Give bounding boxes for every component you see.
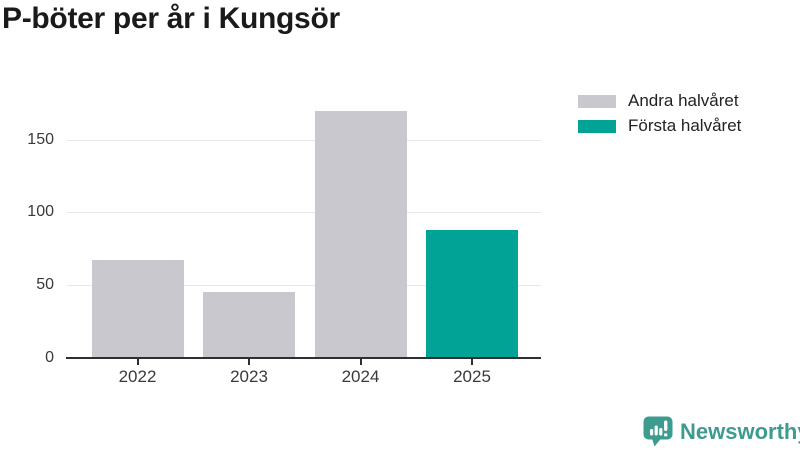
page-title: P-böter per år i Kungsör <box>2 2 340 35</box>
legend-item-1: Första halvåret <box>578 116 741 136</box>
x-axis-tick-label: 2024 <box>341 367 380 386</box>
x-axis-tick <box>248 359 250 365</box>
legend-label: Andra halvåret <box>628 91 739 110</box>
x-axis-tick <box>471 359 473 365</box>
x-axis-line <box>66 357 541 359</box>
newsworthy-bubble-chart-icon <box>643 416 673 447</box>
bar-segment-2023-second-half <box>203 292 295 357</box>
y-axis-tick-label: 50 <box>36 276 54 293</box>
bar-segment-2022-second-half <box>91 260 184 357</box>
legend-swatch <box>578 94 616 108</box>
x-axis-tick-label: 2025 <box>453 367 491 386</box>
brand-name: Newsworthy <box>680 419 800 444</box>
x-axis-tick-label: 2023 <box>230 367 268 386</box>
gridline-150 <box>67 140 541 141</box>
gridline-100 <box>67 212 541 213</box>
x-axis-tick <box>136 359 139 365</box>
bar-segment-2024-second-half <box>314 111 407 357</box>
y-axis-tick-label: 150 <box>27 131 54 148</box>
y-axis-tick-label: 0 <box>45 349 54 366</box>
x-axis-tick <box>359 359 362 365</box>
chart-legend: Andra halvåret Första halvåret <box>578 91 741 136</box>
legend-label: Första halvåret <box>628 116 742 135</box>
legend-item-0: Andra halvåret <box>578 91 741 111</box>
newsworthy-logo[interactable]: Newsworthy <box>643 416 800 447</box>
bar-segment-2025-first-half <box>426 230 518 357</box>
y-axis-tick-label: 100 <box>27 203 54 220</box>
gridline-50 <box>67 285 541 286</box>
x-axis-tick-label: 2022 <box>118 367 157 386</box>
legend-swatch <box>578 119 616 133</box>
